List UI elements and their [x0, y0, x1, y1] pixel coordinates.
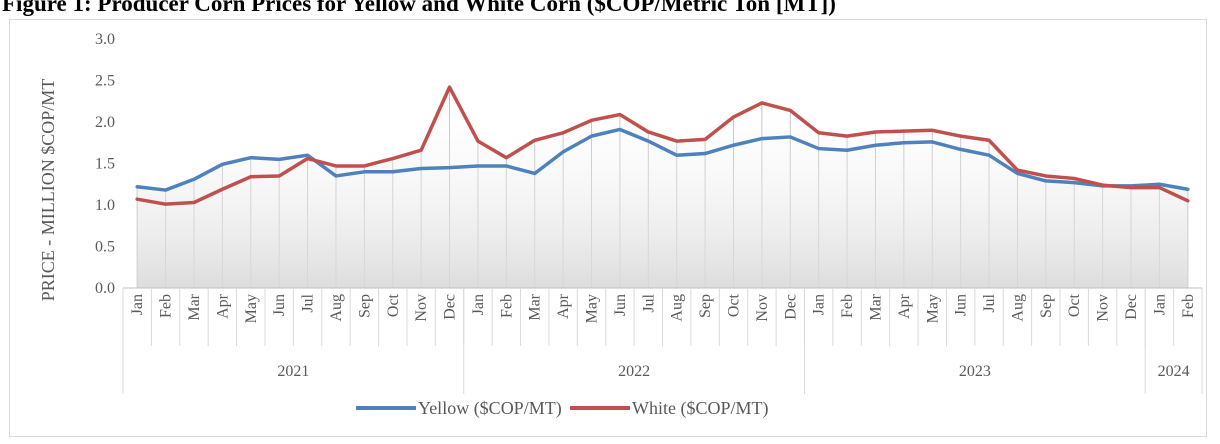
year-label: 2023: [959, 363, 991, 380]
x-tick-label: Dec: [1123, 294, 1140, 320]
x-tick-label: Aug: [669, 294, 686, 322]
x-tick-label: Jul: [640, 293, 657, 312]
x-tick-label: May: [584, 294, 601, 323]
y-tick-label: 3.0: [95, 31, 115, 48]
x-tick-label: May: [924, 294, 941, 323]
series-line-white: [135, 85, 1190, 206]
legend-label: White ($COP/MT): [632, 398, 769, 419]
x-tick-label: Feb: [839, 294, 856, 318]
x-tick-label: Nov: [413, 294, 430, 322]
x-tick-label: Oct: [725, 293, 742, 317]
y-axis-label: PRICE - MILLION $COP/MT: [38, 79, 58, 302]
x-tick-label: Dec: [782, 294, 799, 320]
x-tick-label: Jan: [1151, 294, 1168, 315]
year-label: 2024: [1158, 363, 1190, 380]
area-fill-shape: [137, 87, 1188, 288]
y-tick-label: 0.0: [95, 280, 115, 297]
x-tick-label: Sep: [697, 294, 714, 318]
x-tick-label: Jun: [612, 294, 629, 316]
x-tick-label: Jul: [981, 293, 998, 312]
x-tick-label: Oct: [1066, 293, 1083, 317]
y-tick-label: 2.0: [95, 114, 115, 131]
x-tick-label: Jan: [129, 294, 146, 315]
y-tick-label: 1.5: [95, 156, 115, 173]
x-tick-label: Apr: [555, 293, 572, 319]
x-tick-label: Jan: [470, 294, 487, 315]
x-tick-label: Feb: [1180, 294, 1197, 318]
x-tick-label: Jun: [953, 294, 970, 316]
y-tick-label: 2.5: [95, 73, 115, 90]
x-tick-label: Mar: [527, 293, 544, 320]
year-label: 2022: [618, 363, 650, 380]
x-tick-label: Dec: [442, 294, 459, 320]
chart-container: 0.0 0.5 1.0 1.5 2.0 2.5 3.0 Jan Feb Mar Apr May Jun J…: [9, 19, 1207, 437]
x-tick-label: Jun: [271, 294, 288, 316]
y-tick-label: 1.0: [95, 197, 115, 214]
x-tick-label: Nov: [754, 294, 771, 322]
x-tick-label: Mar: [186, 293, 203, 320]
line-chart: 0.0 0.5 1.0 1.5 2.0 2.5 3.0 Jan Feb Mar Apr May Jun J…: [38, 31, 1203, 419]
x-tick-label: Jul: [300, 293, 317, 312]
legend-label: Yellow ($COP/MT): [418, 398, 562, 419]
x-tick-label: Oct: [385, 293, 402, 317]
x-tick-label: Feb: [158, 294, 175, 318]
x-tick-label: Sep: [1038, 294, 1055, 318]
area-fill: [137, 87, 1188, 288]
legend: Yellow ($COP/MT) White ($COP/MT): [356, 398, 769, 419]
x-tick-label: Apr: [896, 293, 913, 319]
x-tick-label: Feb: [498, 294, 515, 318]
y-tick-label: 0.5: [95, 239, 115, 256]
x-tick-label: Aug: [328, 294, 345, 322]
x-tick-label: Sep: [356, 294, 373, 318]
x-tick-label: Jan: [811, 294, 828, 315]
x-tick-label: Nov: [1095, 294, 1112, 322]
x-tick-label: May: [243, 294, 260, 323]
series-lines: [135, 85, 1190, 206]
x-tick-label: Apr: [214, 293, 231, 319]
axes: 0.0 0.5 1.0 1.5 2.0 2.5 3.0 Jan Feb Mar Apr May Jun J…: [95, 31, 1203, 394]
x-tick-label: Aug: [1009, 294, 1026, 322]
x-tick-label: Mar: [867, 293, 884, 320]
year-label: 2021: [277, 363, 309, 380]
figure-title: Figure 1: Producer Corn Prices for Yello…: [2, 0, 836, 16]
